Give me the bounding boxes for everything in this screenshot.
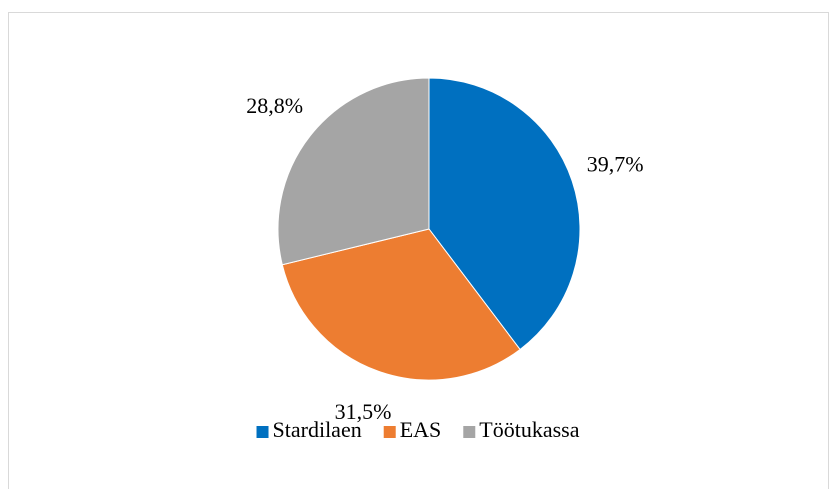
- legend-label: Töötukassa: [479, 417, 579, 442]
- data-label: 39,7%: [587, 152, 644, 177]
- legend-swatch: [256, 426, 269, 438]
- legend-swatch: [383, 426, 396, 438]
- legend-label: EAS: [400, 417, 442, 442]
- data-label: 28,8%: [246, 93, 303, 118]
- legend-label: Stardilaen: [273, 417, 362, 442]
- legend-swatch: [463, 426, 476, 438]
- pie-slice: [428, 77, 581, 351]
- data-label: 31,5%: [335, 399, 392, 424]
- pie-slice: [277, 77, 430, 266]
- pie-slice: [281, 228, 521, 381]
